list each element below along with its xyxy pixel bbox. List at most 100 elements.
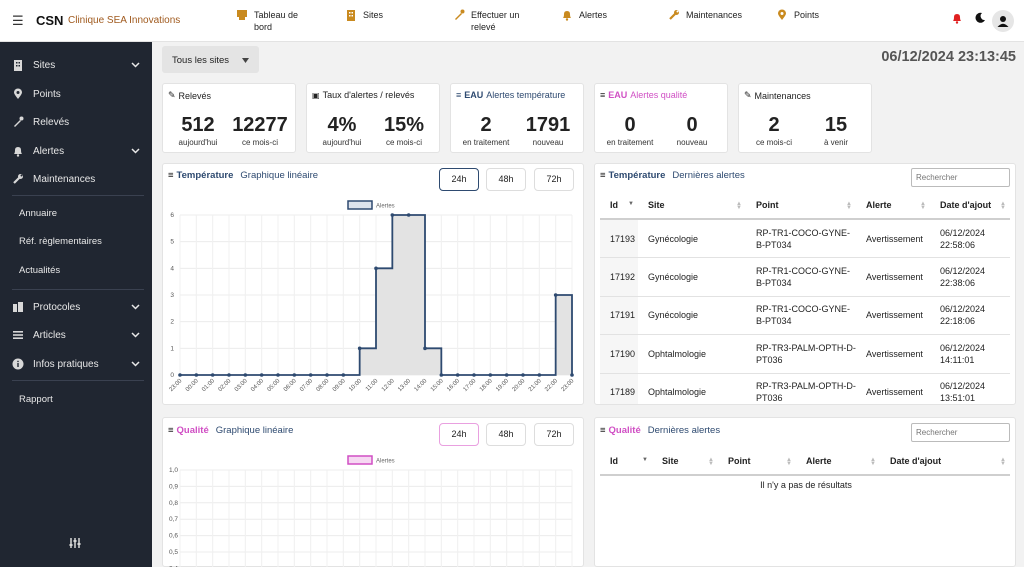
x-tick-label: 07:00	[299, 378, 314, 393]
column-header-date-ajout[interactable]: Date d'ajout ▲ ▼	[880, 448, 1010, 476]
table-row[interactable]: 17189 Ophtalmologie RP-TR3-PALM-OPTH-D-PT0…	[600, 373, 1010, 404]
sidebar-item-releves[interactable]: Relevés	[12, 113, 140, 131]
y-tick-label: 5	[170, 239, 174, 246]
y-tick-label: 0,6	[169, 533, 178, 540]
notification-bell-icon[interactable]	[951, 12, 963, 24]
stat-value: 12277	[232, 114, 288, 136]
temperature-chart-title: ≡ Température Graphique linéaire	[168, 170, 319, 181]
x-tick-label: 15:00	[430, 378, 445, 393]
chevron-down-icon	[131, 148, 140, 154]
sidebar-link-rapport[interactable]: Rapport	[19, 394, 53, 405]
x-tick-label: 01:00	[201, 378, 216, 393]
stat-card-alertes-qualite: ≡ EAU Alertes qualité 0 en traitement 0 nouv…	[594, 83, 728, 153]
column-header-id[interactable]: Id ▼	[600, 192, 638, 220]
column-header-date-ajout[interactable]: Date d'ajout ▲ ▼	[930, 192, 1010, 220]
sidebar-divider	[12, 195, 144, 196]
stat-label: aujourd'hui	[322, 138, 362, 147]
temperature-alerts-search-input[interactable]	[911, 168, 1010, 187]
sidebar-divider	[12, 380, 144, 381]
hamburger-menu-icon[interactable]: ☰	[12, 13, 24, 28]
temperature-alerts-title: ≡ Température Dernières alertes	[600, 170, 745, 181]
wrench-icon: ✎	[744, 90, 752, 100]
x-tick-label: 22:00	[544, 378, 559, 393]
column-header-alerte[interactable]: Alerte ▲ ▼	[796, 448, 880, 476]
data-point	[227, 373, 231, 377]
x-tick-label: 06:00	[283, 378, 298, 393]
user-avatar-icon[interactable]	[992, 10, 1014, 32]
column-header-alerte[interactable]: Alerte ▲ ▼	[856, 192, 930, 220]
nav-points[interactable]: Points	[776, 9, 819, 21]
stat-label: ce mois-ci	[385, 138, 422, 147]
quality-alerts-search-input[interactable]	[911, 423, 1010, 442]
data-point	[570, 373, 574, 377]
nav-alertes[interactable]: Alertes	[561, 9, 607, 21]
table-row[interactable]: 17190 Ophtalmologie RP-TR3-PALM-OPTH-D-PT0…	[600, 334, 1010, 374]
series-line-alertes	[180, 214, 573, 376]
settings-sliders-icon[interactable]	[68, 537, 82, 549]
nav-effectuer-releve[interactable]: Effectuer un relevé	[453, 9, 527, 33]
sidebar-item-infos-pratiques[interactable]: Infos pratiques	[12, 355, 140, 373]
temperature-range-72h-button[interactable]: 72h	[534, 168, 574, 191]
nav-sites[interactable]: Sites	[345, 9, 383, 21]
sidebar-item-articles[interactable]: Articles	[12, 326, 140, 344]
stat-card-releves: ✎ Relevés 512 aujourd'hui 12277 ce mois-ci	[162, 83, 296, 153]
data-point	[504, 373, 509, 377]
nav-tableau-de-bord[interactable]: Tableau de bord	[236, 9, 302, 33]
sidebar-item-alertes[interactable]: Alertes	[12, 142, 140, 160]
column-header-site[interactable]: Site ▲ ▼	[652, 448, 718, 476]
table-row[interactable]: 17192 Gynécologie RP-TR1-COCO-GYNE-B-PT034…	[600, 257, 1010, 297]
x-tick-label: 21:00	[528, 378, 543, 393]
dashboard-icon	[237, 10, 247, 20]
dark-mode-moon-icon[interactable]	[974, 12, 986, 24]
bell-icon	[563, 11, 571, 21]
quality-range-72h-button[interactable]: 72h	[534, 423, 574, 446]
temperature-range-48h-button[interactable]: 48h	[486, 168, 526, 191]
sort-desc-icon: ▼	[642, 457, 648, 463]
sort-icon: ▲ ▼	[846, 201, 852, 211]
data-point	[521, 373, 525, 377]
data-point	[472, 373, 476, 377]
site-select[interactable]: Tous les sites	[162, 46, 259, 73]
table-row[interactable]: 17193 Gynécologie RP-TR1-COCO-GYNE-B-PT034…	[600, 219, 1010, 258]
quality-range-24h-button[interactable]: 24h	[439, 423, 479, 446]
y-tick-label: 1,0	[169, 467, 178, 474]
legend-swatch	[347, 200, 373, 210]
temperature-range-24h-button[interactable]: 24h	[439, 168, 479, 191]
data-point	[259, 373, 264, 377]
table-row[interactable]: 17191 Gynécologie RP-TR1-COCO-GYNE-B-PT034…	[600, 296, 1010, 335]
map-pin-icon	[778, 9, 786, 20]
quality-alerts-table: Id ▼ Site ▲ ▼ Point ▲ ▼ Alerte ▲ ▼ Date d'ajout…	[600, 448, 1010, 476]
x-tick-label: 03:00	[234, 378, 249, 393]
stat-label: aujourd'hui	[178, 138, 218, 147]
brand-logo[interactable]: CSN	[36, 13, 64, 28]
sidebar-link-actualites[interactable]: Actualités	[19, 265, 61, 276]
chevron-down-icon	[131, 62, 140, 68]
brand-subtitle: Clinique SEA Innovations	[68, 15, 181, 26]
wrench-icon	[13, 174, 23, 184]
data-point	[406, 213, 411, 217]
data-point	[455, 373, 460, 377]
sidebar-item-sites[interactable]: Sites	[12, 56, 140, 74]
sidebar-item-maintenances[interactable]: Maintenances	[12, 170, 140, 188]
sidebar-link-ref-reglementaires[interactable]: Réf. règlementaires	[19, 236, 102, 247]
quality-chart-title: ≡ Qualité Graphique linéaire	[168, 425, 294, 436]
sidebar-link-annuaire[interactable]: Annuaire	[19, 208, 58, 219]
data-point	[308, 373, 313, 377]
sort-icon: ▲ ▼	[1000, 457, 1006, 467]
y-tick-label: 0,5	[169, 549, 178, 556]
x-tick-label: 00:00	[185, 378, 200, 393]
nav-maintenances[interactable]: Maintenances	[668, 9, 742, 21]
list-icon: ≡	[600, 425, 606, 436]
column-header-point[interactable]: Point ▲ ▼	[718, 448, 796, 476]
column-header-site[interactable]: Site ▲ ▼	[638, 192, 746, 220]
sidebar-item-protocoles[interactable]: Protocoles	[12, 298, 140, 316]
column-header-point[interactable]: Point ▲ ▼	[746, 192, 856, 220]
column-header-id[interactable]: Id ▼	[600, 448, 652, 476]
sidebar-item-points[interactable]: Points	[12, 85, 140, 103]
y-tick-label: 0,9	[169, 483, 178, 490]
quality-range-48h-button[interactable]: 48h	[486, 423, 526, 446]
data-point	[537, 373, 542, 377]
list-icon: ≡	[600, 90, 606, 100]
y-tick-label: 0,4	[169, 565, 178, 567]
